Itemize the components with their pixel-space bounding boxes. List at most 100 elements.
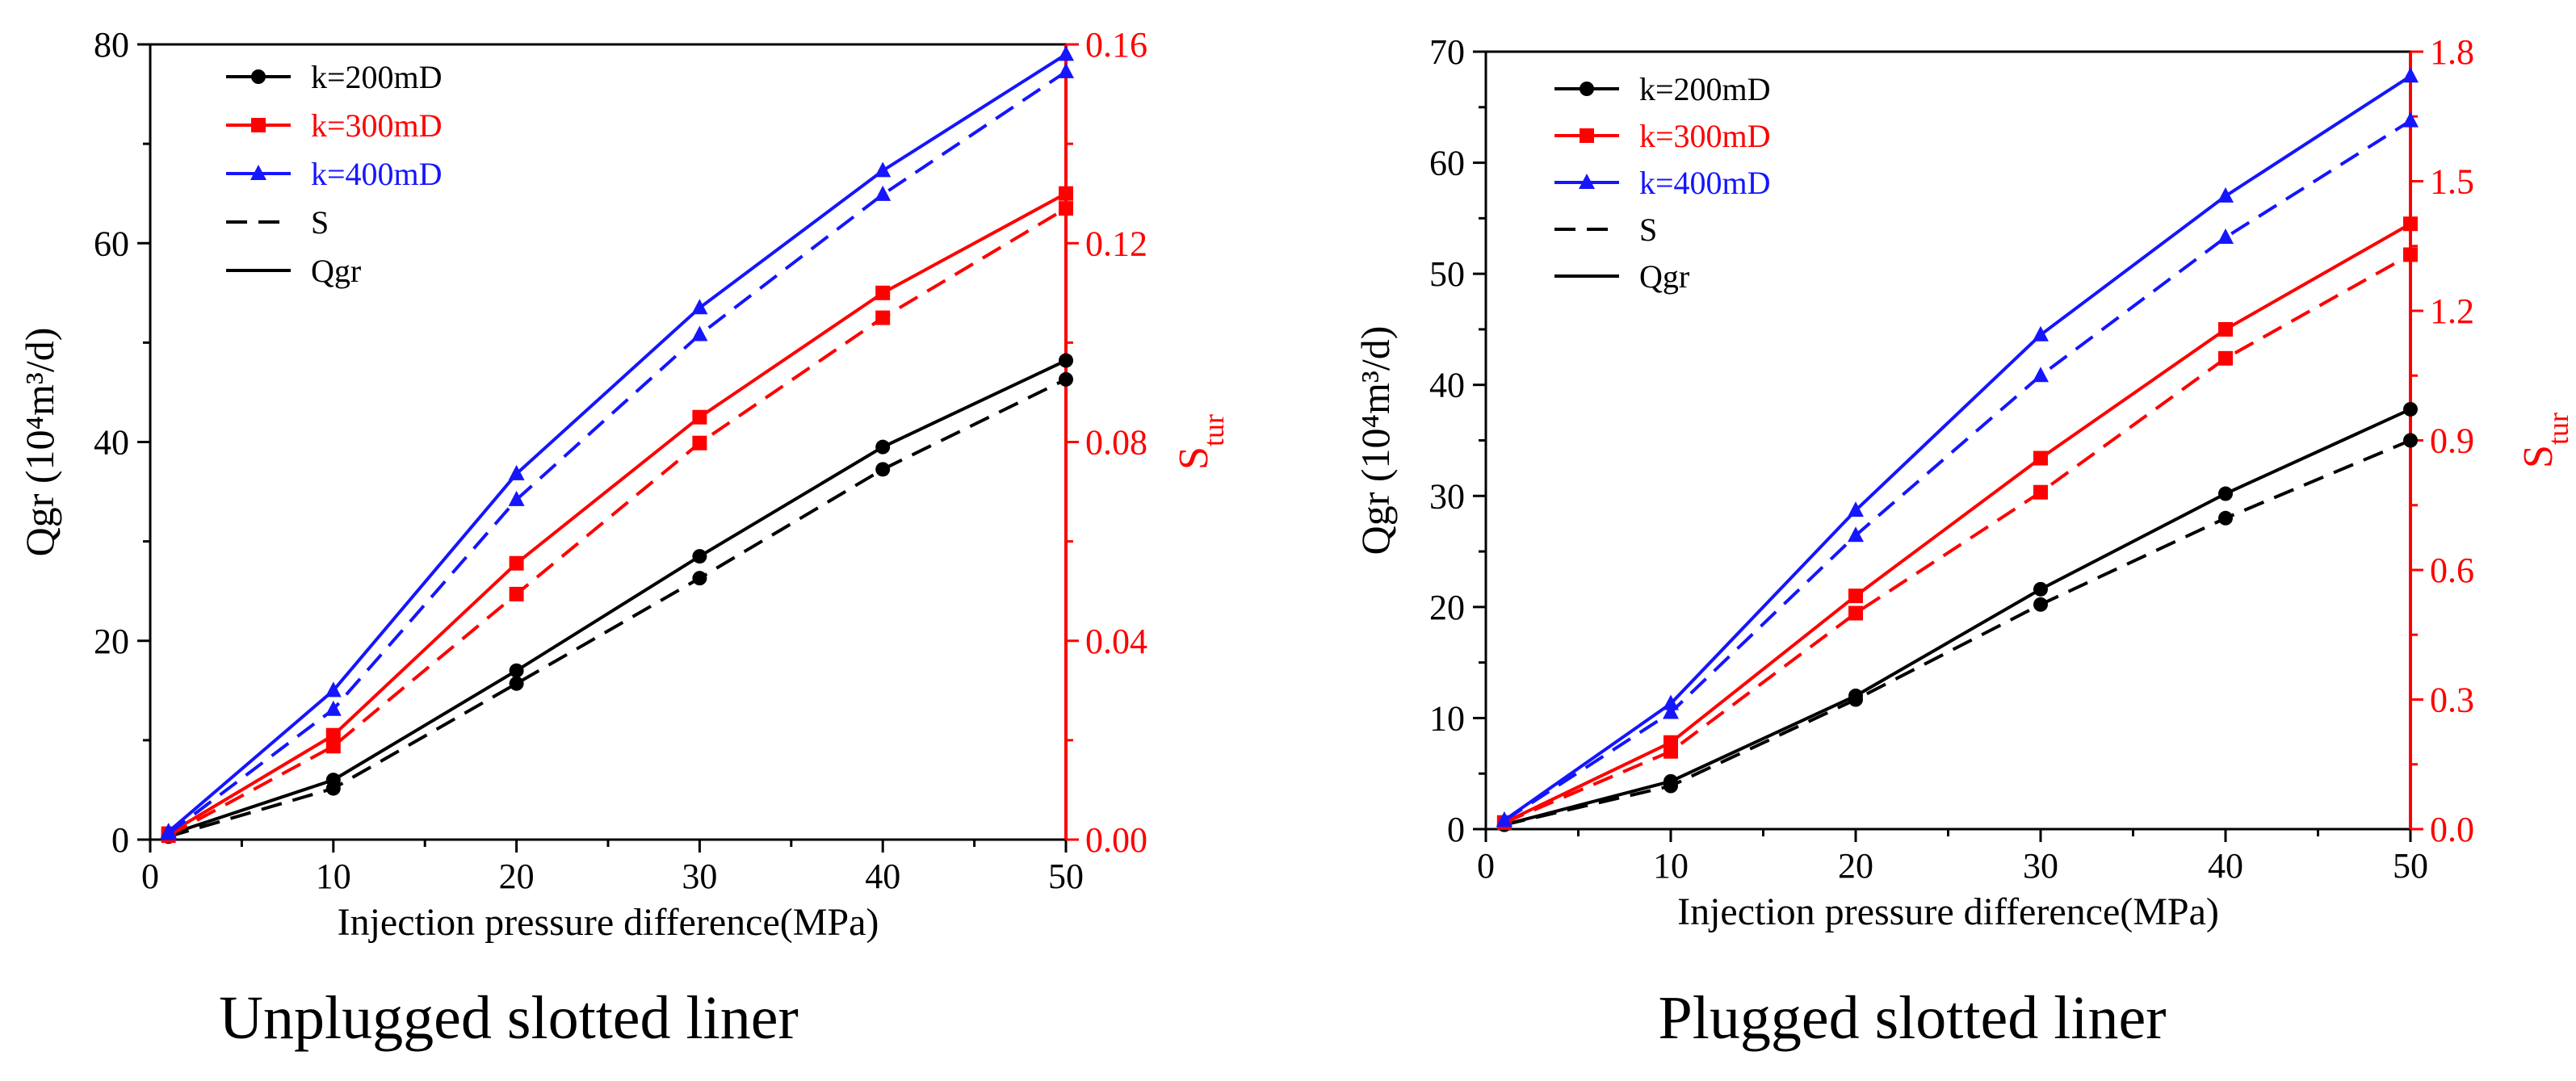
x-tick-label: 0 xyxy=(1477,846,1495,886)
series-k-300md-s xyxy=(1496,247,2418,830)
legend-label: Qgr xyxy=(1639,258,1689,295)
data-point xyxy=(2403,247,2418,262)
series-line xyxy=(167,207,1068,837)
legend-label: k=300mD xyxy=(1639,118,1771,154)
y-left-tick-label: 60 xyxy=(94,224,129,263)
y-right-tick-label: 0.0 xyxy=(2430,810,2474,849)
y-right-tick-label: 0.9 xyxy=(2430,421,2474,461)
data-point xyxy=(692,571,707,586)
data-point xyxy=(1663,694,1679,710)
data-point xyxy=(875,285,891,300)
series-line xyxy=(167,191,1067,836)
series-k-400md-s xyxy=(160,62,1074,840)
series-line xyxy=(167,70,1068,836)
data-point xyxy=(325,781,341,796)
y-left-tick-label: 40 xyxy=(1429,366,1465,405)
data-point xyxy=(1848,692,1863,707)
chart-unplugged: 0 10 20 30 40 50 0 20 40 60 80 0.00 0.04 0.08 0.12 0.16… xyxy=(17,25,1230,944)
x-axis-title: Injection pressure difference(MPa) xyxy=(338,901,879,944)
data-point xyxy=(1058,45,1074,61)
data-point xyxy=(509,676,524,691)
y-left-tick-label: 50 xyxy=(1429,254,1465,294)
legend-label: k=300mD xyxy=(311,107,443,144)
series-line xyxy=(1504,253,2411,824)
x-tick-label: 0 xyxy=(141,857,159,896)
x-tick-label: 10 xyxy=(316,857,351,896)
series-k-300md-qgr xyxy=(1496,216,2418,830)
y-right-tick-label: 0.3 xyxy=(2430,681,2474,720)
legend: k=200mD k=300mD k=400mD S Qgr xyxy=(1554,71,1771,295)
series-line xyxy=(1503,119,2412,822)
data-point xyxy=(508,490,525,506)
x-tick-label: 20 xyxy=(1838,846,1873,886)
y-right-tick-label: 1.2 xyxy=(2430,291,2474,331)
data-point xyxy=(691,325,708,341)
data-point xyxy=(325,700,342,716)
data-point xyxy=(875,310,891,325)
data-point xyxy=(1663,744,1678,759)
y-left-tick-label: 10 xyxy=(1429,698,1465,738)
y-left-tick-label: 70 xyxy=(1429,32,1465,72)
series-line xyxy=(168,378,1067,839)
legend-marker xyxy=(1580,82,1594,96)
y-right-tick-label: 1.5 xyxy=(2430,162,2474,202)
y-right-axis-title-main: S xyxy=(1171,446,1217,470)
data-point xyxy=(691,299,708,315)
legend-marker xyxy=(250,165,266,180)
data-point xyxy=(509,555,524,571)
y-right-tick-label: 0.12 xyxy=(1085,224,1147,263)
legend: k=200mD k=300mD k=400mD S Qgr xyxy=(226,59,443,289)
y-right-axis-title-subscript: tur xyxy=(2542,413,2574,445)
data-point xyxy=(508,464,525,480)
y-left-tick-label: 60 xyxy=(1429,144,1465,183)
y-left-tick-label: 20 xyxy=(94,622,129,661)
data-point xyxy=(325,681,342,698)
data-point xyxy=(2403,433,2418,448)
series-k-400md-s xyxy=(1496,111,2419,828)
data-point xyxy=(1496,811,1512,828)
series-line xyxy=(167,52,1068,833)
legend-label: S xyxy=(1639,212,1657,248)
x-tick-label: 50 xyxy=(1048,857,1084,896)
data-point xyxy=(1059,186,1073,201)
data-point xyxy=(2218,321,2233,337)
y-right-axis-title-subscript: tur xyxy=(1198,414,1230,446)
data-point xyxy=(2033,484,2048,500)
data-point xyxy=(325,727,341,743)
x-tick-label: 10 xyxy=(1653,846,1689,886)
series-k-300md-s xyxy=(161,201,1073,844)
data-point xyxy=(2217,186,2234,203)
data-point xyxy=(2218,350,2233,366)
x-tick-label: 40 xyxy=(865,857,900,896)
legend-marker xyxy=(251,69,266,84)
data-point xyxy=(1848,589,1863,604)
y-right-tick-label: 0.16 xyxy=(1085,25,1147,65)
y-left-axis-title: Qgr (10⁴m³/d) xyxy=(1353,326,1398,555)
y-left-tick-label: 40 xyxy=(94,423,129,463)
data-point xyxy=(875,161,892,178)
caption-unplugged: Unplugged slotted liner xyxy=(219,984,799,1052)
data-point xyxy=(2033,450,2048,466)
series-k-400md-qgr xyxy=(160,45,1074,839)
data-point xyxy=(2033,325,2049,341)
legend-label: S xyxy=(311,204,329,241)
data-point xyxy=(509,586,524,601)
y-right-axis-title: Stur xyxy=(1171,414,1230,470)
y-left-axis-title: Qgr (10⁴m³/d) xyxy=(17,328,62,557)
legend-marker xyxy=(1579,174,1595,189)
data-point xyxy=(1058,62,1074,78)
data-point xyxy=(875,462,891,477)
data-point xyxy=(1848,526,1864,543)
data-point xyxy=(1663,778,1678,794)
legend-label: k=400mD xyxy=(311,156,443,192)
legend-label: k=400mD xyxy=(1639,165,1771,201)
data-point xyxy=(1848,501,1864,517)
legend-label: Qgr xyxy=(311,253,361,289)
data-point xyxy=(692,549,707,564)
y-right-tick-label: 0.6 xyxy=(2430,551,2474,590)
y-left-tick-label: 0 xyxy=(111,820,129,860)
data-point xyxy=(2218,486,2233,501)
legend-label: k=200mD xyxy=(1639,71,1771,107)
legend-label: k=200mD xyxy=(311,59,443,95)
